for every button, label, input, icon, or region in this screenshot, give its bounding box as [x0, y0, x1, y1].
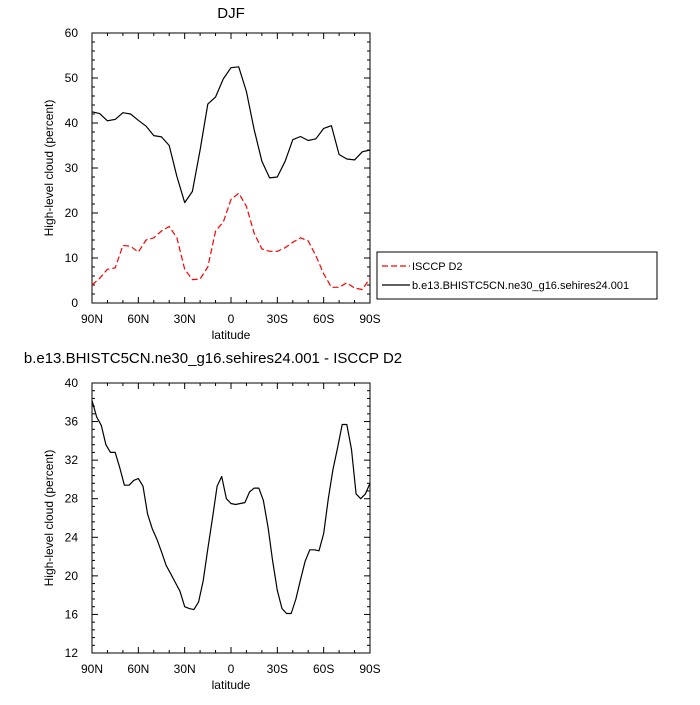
plot-frame — [91, 32, 371, 304]
x-tick-label: 90N — [81, 312, 103, 326]
y-tick-label: 12 — [65, 646, 79, 660]
x-tick-label: 60S — [313, 662, 334, 676]
y-tick-label: 36 — [65, 415, 79, 429]
x-tick-label: 90S — [359, 662, 380, 676]
series-line-2 — [91, 192, 371, 291]
series-line-1 — [91, 66, 371, 204]
legend-box — [376, 251, 658, 300]
y-tick-label: 20 — [65, 569, 79, 583]
legend-label-1: ISCCP D2 — [412, 261, 463, 273]
y-tick-label: 50 — [65, 71, 79, 85]
x-tick-label: 30N — [174, 312, 196, 326]
y-axis-label: High-level cloud (percent) — [42, 100, 56, 237]
y-tick-label: 24 — [65, 530, 79, 544]
legend-label-2: b.e13.BHISTC5CN.ne30_g16.sehires24.001 — [412, 280, 629, 292]
y-tick-label: 20 — [65, 206, 79, 220]
chart-panel-2: b.e13.BHISTC5CN.ne30_g16.sehires24.001 -… — [24, 350, 402, 692]
y-tick-label: 28 — [65, 492, 79, 506]
x-tick-label: 0 — [228, 662, 235, 676]
y-tick-label: 40 — [65, 116, 79, 130]
series-line-1 — [91, 400, 371, 615]
y-tick-label: 30 — [65, 161, 79, 175]
x-tick-label: 60S — [313, 312, 334, 326]
x-tick-label: 90N — [81, 662, 103, 676]
chart-title: DJF — [217, 5, 245, 22]
y-tick-label: 0 — [71, 296, 78, 310]
x-tick-label: 60N — [127, 662, 149, 676]
y-tick-label: 10 — [65, 251, 79, 265]
y-tick-label: 60 — [65, 26, 79, 40]
x-tick-label: 30S — [267, 662, 288, 676]
y-tick-label: 32 — [65, 453, 79, 467]
x-axis-label: latitude — [212, 678, 251, 692]
x-tick-label: 60N — [127, 312, 149, 326]
chart-panel-1: DJF 90N 60N 30N 0 30S 60S 90S 0 10 20 30 40 50 60 latit… — [42, 5, 658, 342]
x-tick-label: 0 — [228, 312, 235, 326]
x-tick-label: 30S — [267, 312, 288, 326]
x-tick-label: 30N — [174, 662, 196, 676]
chart-title: b.e13.BHISTC5CN.ne30_g16.sehires24.001 -… — [24, 350, 402, 367]
x-tick-label: 90S — [359, 312, 380, 326]
y-tick-label: 16 — [65, 607, 79, 621]
y-axis-label: High-level cloud (percent) — [42, 450, 56, 587]
legend: ISCCP D2 b.e13.BHISTC5CN.ne30_g16.sehires… — [376, 251, 658, 300]
y-tick-label: 40 — [65, 376, 79, 390]
x-axis-label: latitude — [212, 328, 251, 342]
plot-frame — [91, 382, 371, 654]
